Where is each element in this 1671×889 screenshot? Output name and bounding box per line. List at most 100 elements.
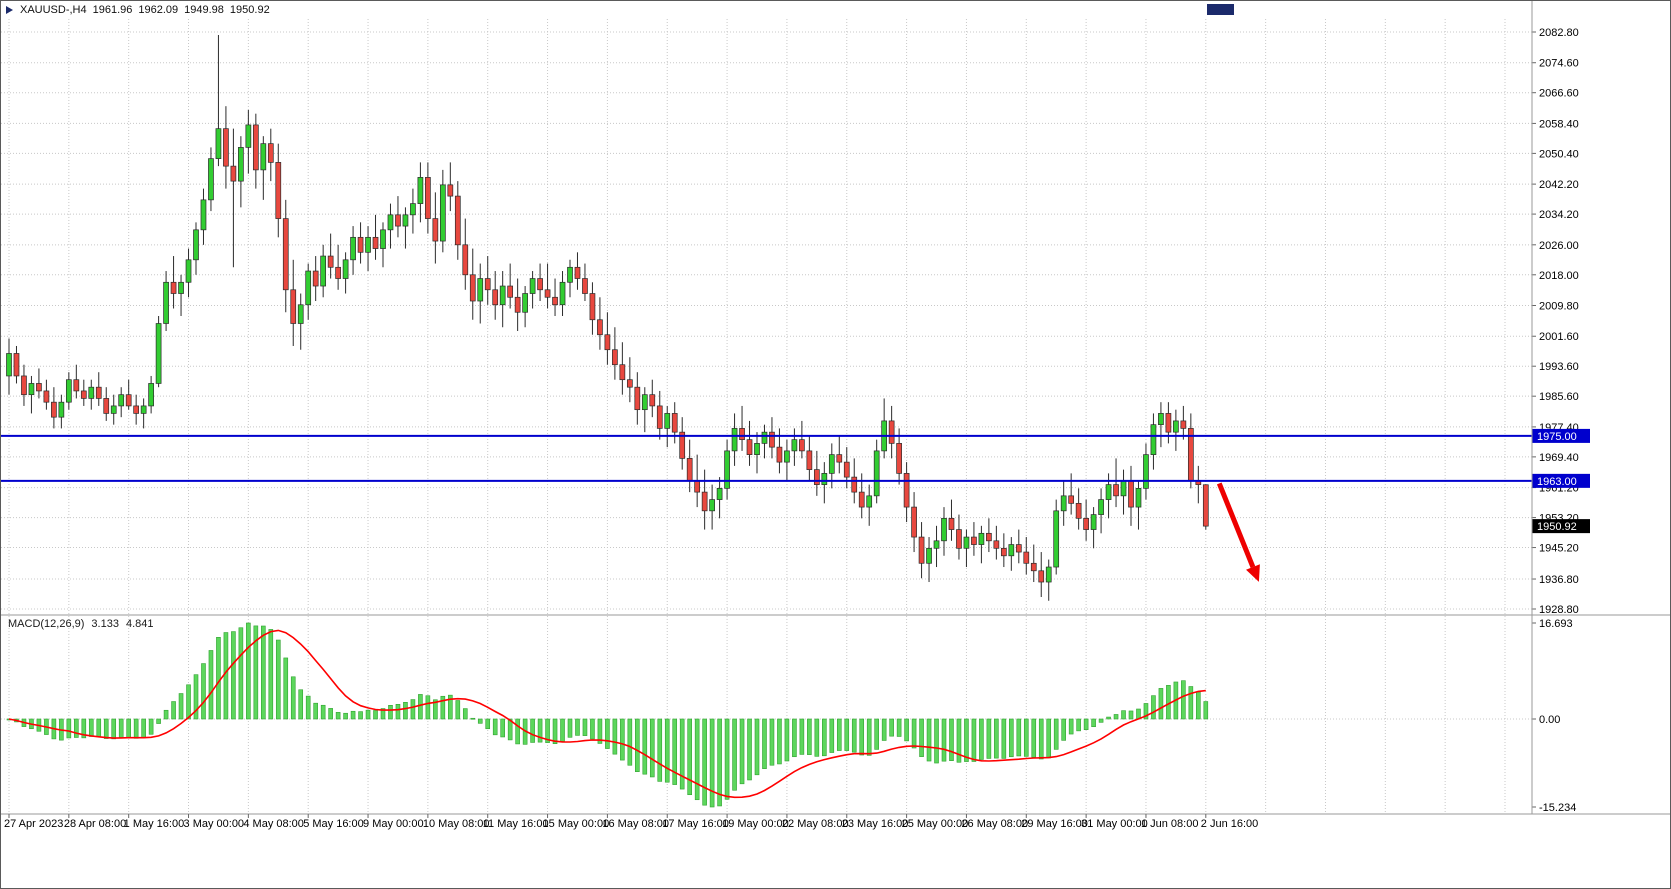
candle-body [903,473,910,508]
macd-histogram-bar [81,718,87,739]
candle-body [13,353,20,377]
time-label: 11 May 16:00 [483,818,549,830]
symbol-marker-icon[interactable] [6,6,13,14]
candle-body [43,390,50,403]
macd-histogram-bar [283,657,289,720]
candle-body [80,390,87,399]
candle-body [148,383,154,407]
candle-body [1143,454,1149,489]
candle-body [866,495,873,508]
macd-signal-line [8,629,1206,799]
macd-histogram-bar [649,718,655,778]
candle-body [335,266,341,279]
candle-body [387,214,394,231]
candle-body [963,536,970,549]
macd-histogram-bar [904,718,909,742]
macd-histogram-bar [537,718,543,743]
candle-body [305,270,312,306]
candle-body [215,128,222,159]
macd-histogram-bar [1053,718,1059,750]
candle-body [170,281,177,294]
macd-histogram-bar [739,718,745,785]
macd-histogram-bar [492,718,498,736]
macd-histogram-bar [911,718,917,749]
macd-histogram-bar [844,718,850,751]
candle-body [896,443,902,474]
macd-histogram-bar [552,718,558,745]
macd-histogram-bar [941,718,947,762]
macd-histogram-bar [216,637,221,720]
trend-arrow-head[interactable] [1246,564,1260,582]
macd-tick-label: 16.693 [1539,618,1573,630]
candle-body [200,199,207,231]
macd-histogram-bar [246,622,251,720]
candle-body [1098,499,1104,515]
macd-histogram-bar [1158,688,1164,720]
price-tick-label: 2034.20 [1539,209,1579,221]
candle-body [769,431,775,448]
candle-body [245,124,252,148]
candle-body [469,274,476,302]
macd-histogram-bar [582,718,588,736]
candle-body [51,401,57,418]
candle-body [28,383,35,396]
bid-price-badge-label: 1950.92 [1537,521,1577,533]
candle-body [193,229,199,261]
macd-histogram-bar [485,718,491,730]
macd-histogram-bar [238,627,244,720]
candle-body [1202,484,1209,527]
macd-histogram-bar [1151,695,1156,720]
candle-body [155,323,162,384]
macd-histogram-bar [208,650,214,720]
candle-body [267,143,274,163]
macd-histogram-bar [859,718,865,756]
macd-histogram-bar [290,676,296,720]
candle-body [125,394,132,407]
macd-histogram-bar [784,718,790,762]
candle-body [701,491,708,512]
level-price-badge [1532,473,1590,488]
price-tick-label: 2009.80 [1539,301,1579,313]
candle-body [372,236,379,249]
macd-histogram-bar [365,709,371,720]
macd-histogram-bar [777,718,782,765]
candle-body [238,147,244,182]
price-tick-label: 2074.60 [1539,58,1579,70]
candle-body [619,364,626,381]
macd-histogram-bar [1076,718,1081,732]
candle-body [567,266,573,283]
grid-layer [1,19,1532,814]
candle-body [1150,424,1157,455]
macd-histogram-bar [717,718,722,807]
time-label: 1 Jun 08:00 [1141,818,1199,830]
candle-body [926,547,932,564]
candle-body [941,517,947,542]
macd-histogram-bar [605,718,610,749]
macd-histogram-bar [530,718,535,743]
candle-body [163,281,169,324]
candle-body [724,450,730,489]
ohlc-open: 1961.96 [92,4,133,16]
macd-histogram-bar [889,718,894,737]
time-label: 29 May 16:00 [1021,818,1088,830]
macd-histogram-bar [679,718,685,790]
macd-histogram-bar [477,718,483,724]
candle-body [971,536,977,545]
candle-body [1113,484,1119,497]
ohlc-low: 1949.98 [184,4,224,16]
candle-body [739,428,745,440]
macd-histogram-bar [1083,718,1089,730]
macd-histogram-bar [313,702,318,720]
trend-arrow-shaft[interactable] [1216,482,1256,568]
price-tick-label: 1985.60 [1539,391,1579,403]
macd-histogram-bar [964,718,969,762]
macd-histogram-bar [807,718,812,755]
macd-histogram-bar [186,684,191,720]
macd-histogram-bar [126,718,131,738]
macd-histogram-bar [1143,703,1149,720]
candle-body [888,420,895,444]
candle-body [956,529,962,549]
macd-histogram-bar [829,718,835,753]
candle-body [873,450,880,497]
